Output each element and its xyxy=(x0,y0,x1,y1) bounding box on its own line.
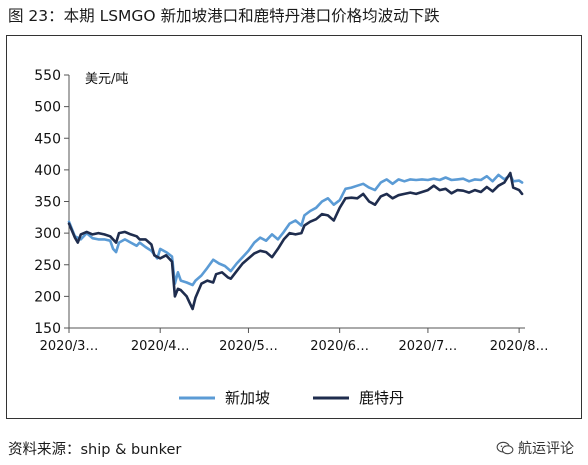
y-tick-label: 300 xyxy=(34,226,61,242)
chart-axes xyxy=(68,75,525,329)
source-note: 资料来源：ship & bunker xyxy=(8,442,182,458)
x-tick-label: 2020/4… xyxy=(131,339,190,354)
y-tick-label: 150 xyxy=(34,321,61,337)
y-tick-label: 450 xyxy=(34,131,61,147)
x-tick-label: 2020/6… xyxy=(310,339,369,354)
series-line-2 xyxy=(67,171,524,311)
series-line-1 xyxy=(67,173,524,287)
watermark: 航运评论 xyxy=(496,438,574,458)
legend-label-2: 鹿特丹 xyxy=(359,389,404,407)
y-tick-label: 250 xyxy=(34,258,61,274)
y-axis-ticks: 150 200 250 300 350 400 450 500 550 xyxy=(34,68,69,337)
y-tick-label: 500 xyxy=(34,100,61,116)
wechat-logo-icon xyxy=(496,441,514,455)
y-tick-label: 550 xyxy=(34,68,61,84)
figure-title: 图 23：本期 LSMGO 新加坡港口和鹿特丹港口价格均波动下跌 xyxy=(8,7,440,25)
y-tick-label: 400 xyxy=(34,163,61,179)
chart-legend: 新加坡 鹿特丹 xyxy=(179,389,404,407)
y-tick-label: 350 xyxy=(34,195,61,211)
x-tick-label: 2020/7… xyxy=(399,339,458,354)
y-tick-label: 200 xyxy=(34,289,61,305)
x-tick-label: 2020/3… xyxy=(40,339,99,354)
x-tick-label: 2020/8… xyxy=(490,339,549,354)
x-tick-label: 2020/5… xyxy=(219,339,278,354)
legend-label-1: 新加坡 xyxy=(225,389,270,407)
series-lines xyxy=(67,171,524,311)
x-axis-ticks: 2020/3… 2020/4… 2020/5… 2020/6… 2020/7… 2020/… xyxy=(40,328,549,354)
y-axis-label: 美元/吨 xyxy=(85,72,128,87)
chart-frame: 150 200 250 300 350 400 450 500 550 2020/3… 2020/… xyxy=(6,35,582,419)
watermark-text: 航运评论 xyxy=(518,441,574,457)
